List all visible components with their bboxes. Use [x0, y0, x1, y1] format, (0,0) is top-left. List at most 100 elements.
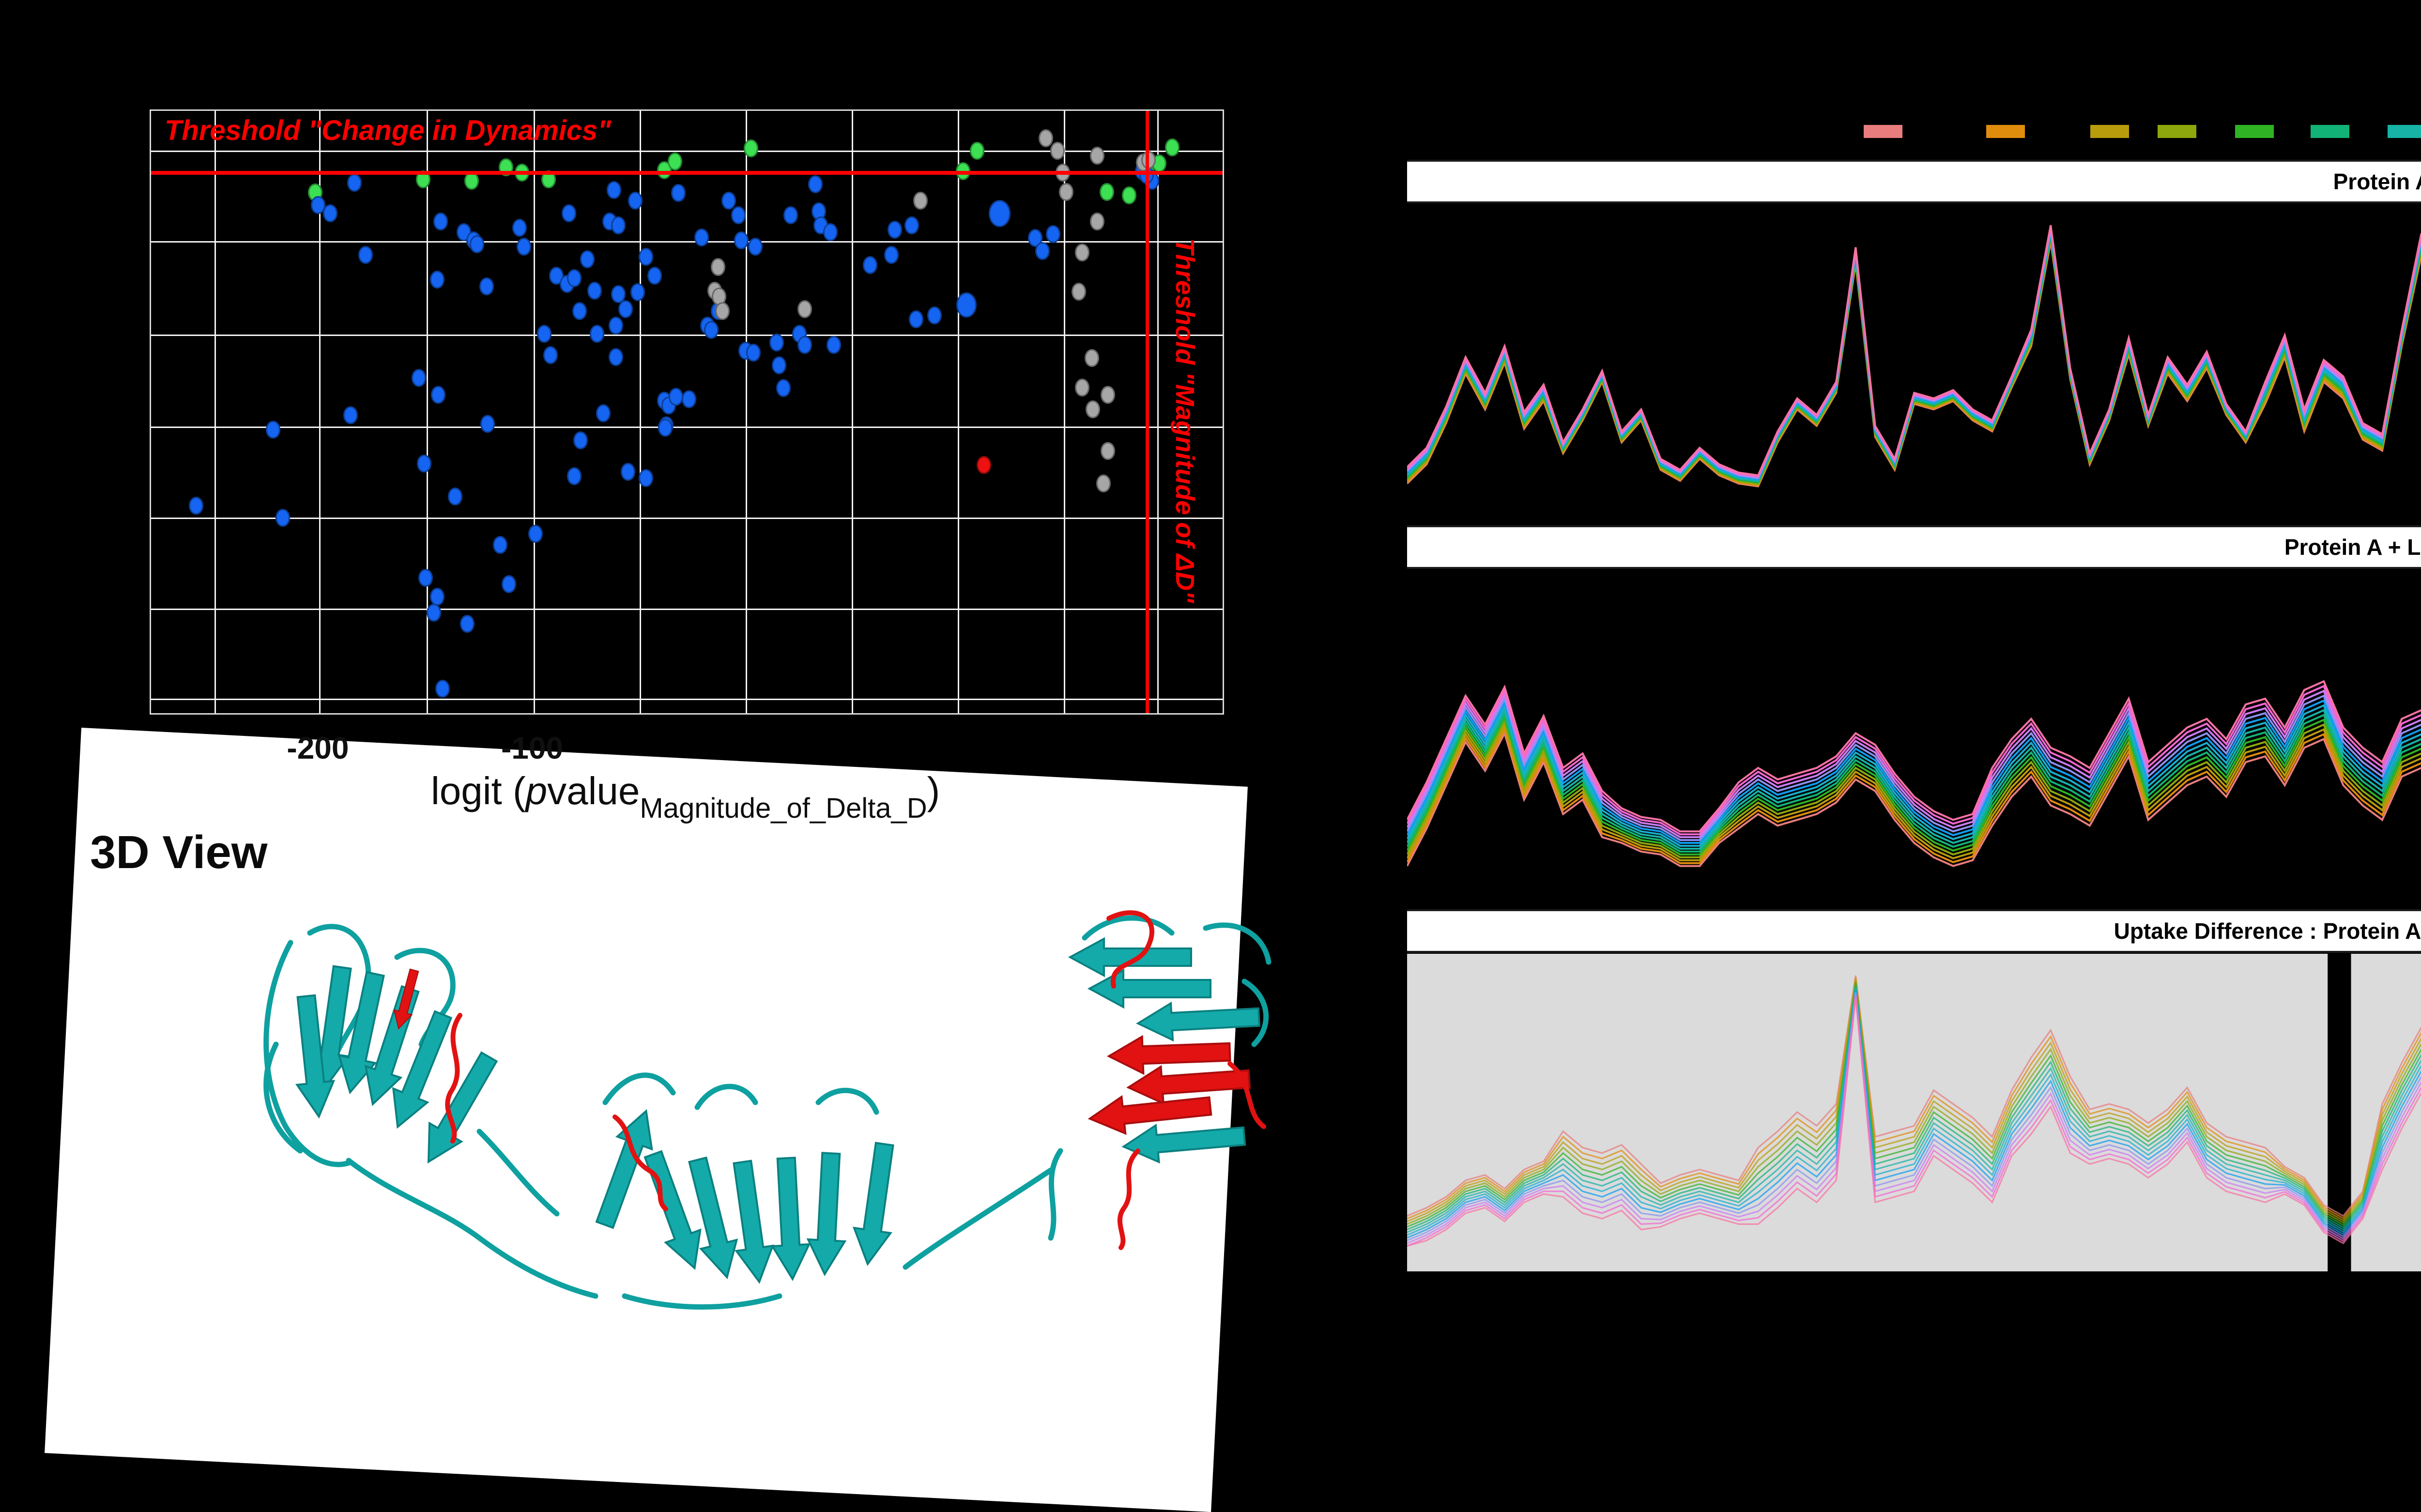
panel2-titlebar: Protein A + Ligand	[1407, 525, 2421, 569]
gridline-v	[214, 111, 216, 713]
volcano-point-b	[429, 271, 444, 289]
trace-series_2	[1407, 240, 2421, 487]
threshold-hline	[151, 171, 1223, 175]
x-tick-label: -200	[287, 731, 349, 765]
volcano-point-b	[448, 488, 463, 506]
uptake-plot-protein-a[interactable]	[1407, 203, 2421, 523]
volcano-point-b	[322, 204, 337, 223]
volcano-point-b	[567, 269, 582, 287]
volcano-point-g	[970, 142, 985, 160]
volcano-point-b	[694, 229, 709, 247]
volcano-point-b	[611, 285, 626, 304]
volcano-point-b	[1046, 225, 1061, 243]
gridline-v	[958, 111, 960, 713]
volcano-point-b	[927, 306, 942, 324]
volcano-point-b	[562, 204, 577, 223]
trace-series_13	[1407, 680, 2421, 833]
volcano-point-b	[769, 333, 784, 351]
volcano-point-b	[611, 216, 626, 235]
legend-swatch-3[interactable]	[2090, 125, 2129, 138]
volcano-point-y	[1101, 385, 1116, 404]
trace-series_2	[1407, 727, 2421, 864]
trace-series_7	[1407, 986, 2421, 1233]
volcano-point-b	[748, 237, 763, 256]
volcano-point-b	[808, 175, 823, 193]
trace-series_8	[1407, 703, 2421, 847]
volcano-point-b	[607, 181, 622, 199]
volcano-point-b	[493, 535, 508, 554]
volcano-point-b	[628, 192, 643, 210]
volcano-point-b	[618, 300, 633, 319]
volcano-point-b	[573, 431, 588, 450]
volcano-point-y	[1090, 147, 1105, 165]
volcano-point-b	[276, 508, 291, 527]
gridline-h	[151, 334, 1223, 336]
volcano-point-b	[266, 421, 281, 439]
volcano-point-g	[744, 139, 759, 158]
trace-series_7	[1407, 707, 2421, 850]
volcano-point-b	[721, 192, 736, 210]
legend-swatch-2[interactable]	[1986, 125, 2025, 138]
gridline-h	[151, 517, 1223, 519]
volcano-point-b	[469, 235, 484, 253]
trace-series_13	[1407, 225, 2421, 476]
trace-series_5	[1407, 715, 2421, 855]
threshold-vline	[1145, 111, 1149, 713]
volcano-point-b	[731, 206, 746, 225]
volcano-point-b	[480, 414, 495, 433]
uptake-plot-protein-a-ligand[interactable]	[1407, 569, 2421, 904]
line-chart	[1407, 680, 2421, 867]
volcano-point-b	[567, 467, 582, 485]
volcano-point-b	[989, 200, 1011, 227]
volcano-plot[interactable]	[150, 109, 1224, 715]
volcano-point-y	[1072, 283, 1087, 301]
volcano-point-b	[658, 419, 673, 437]
volcano-point-b	[681, 390, 696, 408]
volcano-point-b	[418, 569, 433, 587]
volcano-x-axis-label: logit (pvalueMagnitude_of_Delta_D)	[431, 769, 940, 824]
volcano-point-b	[412, 369, 427, 387]
trace-series_3	[1407, 723, 2421, 861]
volcano-point-y	[715, 302, 730, 320]
line-chart	[1407, 954, 2421, 1271]
beta-strands-red	[393, 968, 1251, 1135]
volcano-point-b	[734, 231, 749, 250]
trace-series_11	[1407, 993, 2421, 1244]
trace-series_8	[1407, 988, 2421, 1236]
volcano-point-y	[1096, 474, 1111, 492]
gridline-v	[1064, 111, 1066, 713]
volcano-point-b	[435, 679, 450, 698]
uptake-difference-plot[interactable]	[1407, 954, 2421, 1271]
legend-swatch-1[interactable]	[1864, 125, 1902, 138]
trace-series_12	[1407, 995, 2421, 1247]
protein-structure-viewport[interactable]	[189, 899, 1278, 1315]
volcano-point-b	[589, 325, 604, 343]
trace-series_3	[1407, 979, 2421, 1222]
trace-series_9	[1407, 990, 2421, 1239]
beta-strands-teal	[295, 937, 1260, 1284]
trace-series_12	[1407, 685, 2421, 836]
volcano-point-y	[797, 300, 812, 319]
volcano-point-b	[609, 316, 624, 335]
volcano-point-g	[1165, 138, 1180, 156]
volcano-point-b	[771, 356, 786, 374]
volcano-point-b	[620, 463, 635, 481]
legend-swatch-7[interactable]	[2388, 125, 2421, 138]
volcano-point-b	[528, 525, 543, 543]
volcano-point-b	[630, 283, 645, 302]
legend-swatch-5[interactable]	[2235, 125, 2274, 138]
volcano-point-b	[502, 575, 517, 593]
panel2-title: Protein A + Ligand	[2284, 535, 2421, 560]
volcano-point-b	[343, 406, 358, 425]
volcano-point-b	[543, 346, 558, 364]
trace-series_6	[1407, 984, 2421, 1231]
volcano-point-b	[904, 216, 919, 235]
volcano-point-y	[710, 258, 725, 276]
trace-series_6	[1407, 711, 2421, 853]
legend-swatch-6[interactable]	[2311, 125, 2349, 138]
volcano-point-y	[1038, 129, 1053, 147]
gridline-h	[151, 241, 1223, 243]
legend-swatch-4[interactable]	[2158, 125, 2196, 138]
volcano-point-b	[776, 379, 791, 397]
volcano-point-b	[704, 321, 719, 339]
